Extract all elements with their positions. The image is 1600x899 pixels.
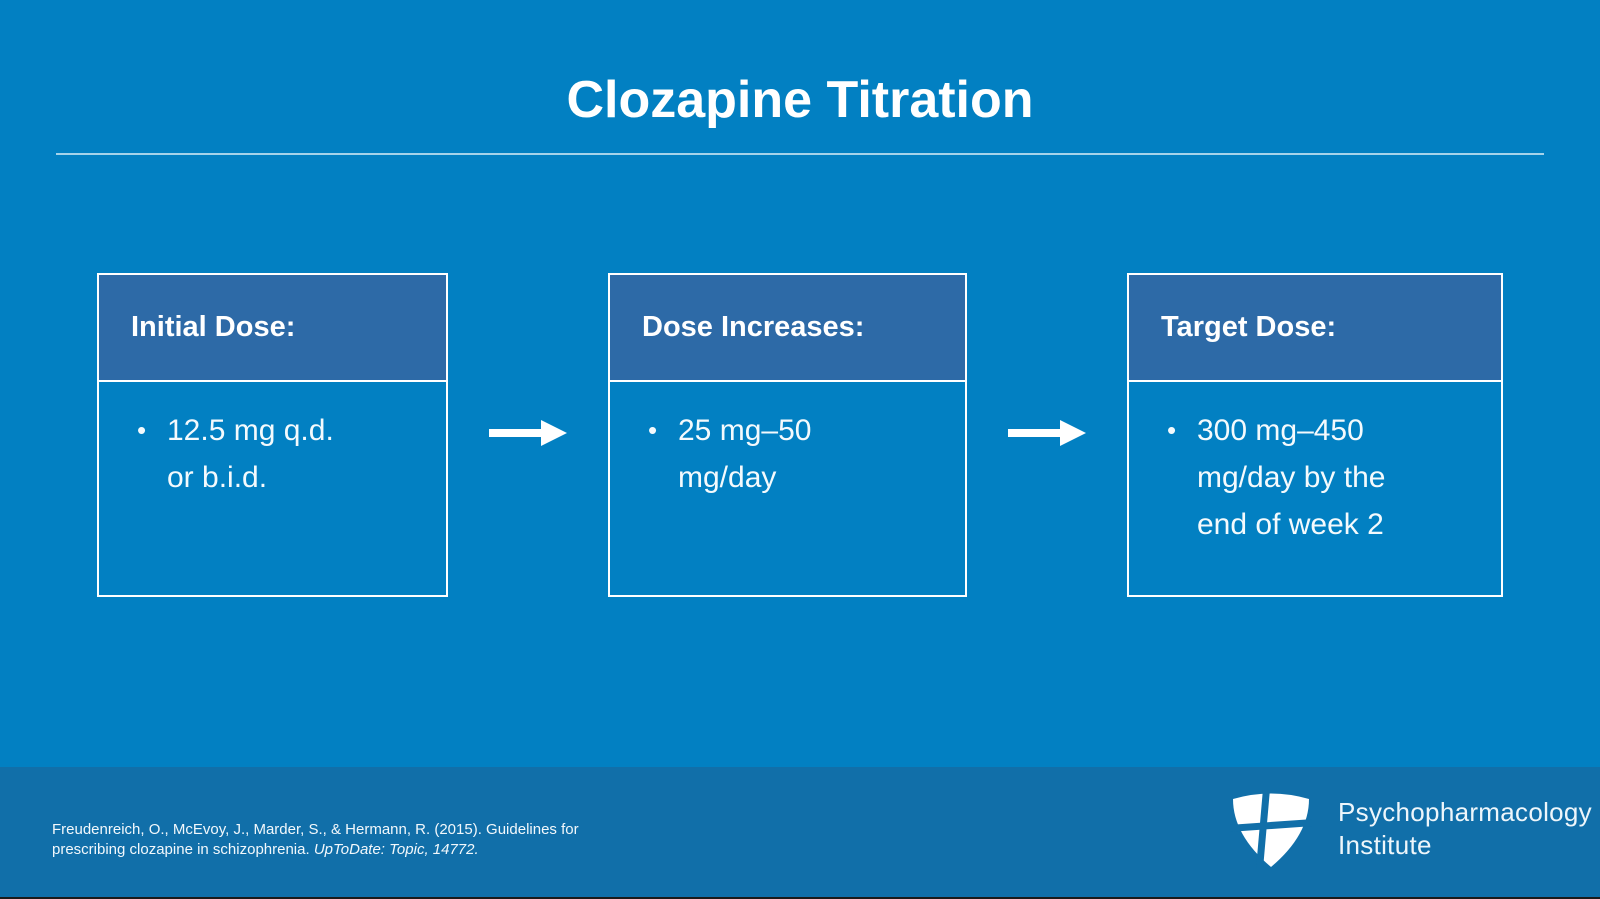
bottom-edge [0, 897, 1600, 899]
box-initial-dose: Initial Dose: • 12.5 mg q.d. or b.i.d. [97, 273, 448, 597]
box-body-text: 300 mg–450 mg/day by the end of week 2 [1197, 414, 1386, 541]
institute-logo-text: Psychopharmacology Institute [1338, 796, 1592, 862]
box-dose-increases: Dose Increases: • 25 mg–50 mg/day [608, 273, 967, 597]
box-header-label: Initial Dose: [131, 311, 296, 343]
box-dose-increases-header: Dose Increases: [610, 275, 965, 382]
bullet-marker: • [1167, 415, 1177, 445]
box-body-text: 12.5 mg q.d. or b.i.d. [167, 414, 334, 494]
footer-band: Freudenreich, O., McEvoy, J., Marder, S.… [0, 767, 1600, 899]
box-target-dose-header: Target Dose: [1129, 275, 1501, 382]
box-target-dose: Target Dose: • 300 mg–450 mg/day by the … [1127, 273, 1503, 597]
citation-regular: Freudenreich, O., McEvoy, J., Marder, S.… [52, 821, 579, 858]
box-header-label: Target Dose: [1161, 311, 1337, 343]
title-divider [56, 153, 1544, 155]
citation-italic: UpToDate: Topic, 14772. [313, 841, 479, 858]
page-title: Clozapine Titration [566, 71, 1034, 129]
box-initial-dose-header: Initial Dose: [99, 275, 446, 382]
box-body-text: 25 mg–50 mg/day [678, 414, 812, 494]
bullet-marker: • [137, 415, 147, 445]
logo-line-1: Psychopharmacology [1338, 797, 1592, 827]
right-arrow-icon [489, 420, 567, 446]
right-arrow-icon [1008, 420, 1086, 446]
bullet-marker: • [648, 415, 658, 445]
institute-logo: Psychopharmacology Institute [1230, 790, 1592, 868]
box-header-label: Dose Increases: [642, 311, 865, 343]
box-dose-increases-body: • 25 mg–50 mg/day [610, 382, 965, 501]
box-target-dose-body: • 300 mg–450 mg/day by the end of week 2 [1129, 382, 1501, 548]
citation: Freudenreich, O., McEvoy, J., Marder, S.… [52, 820, 579, 860]
logo-line-2: Institute [1338, 830, 1432, 860]
box-initial-dose-body: • 12.5 mg q.d. or b.i.d. [99, 382, 446, 501]
shield-cross-icon [1230, 790, 1312, 868]
